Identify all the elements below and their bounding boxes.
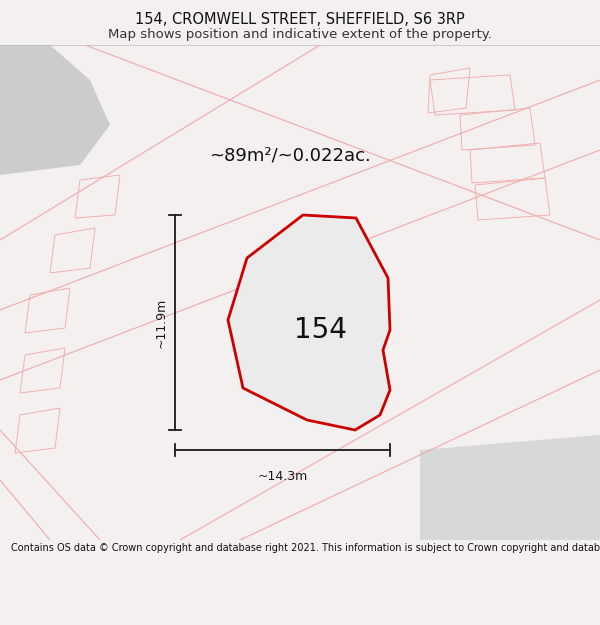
- Text: ~89m²/~0.022ac.: ~89m²/~0.022ac.: [209, 146, 371, 164]
- Polygon shape: [420, 435, 600, 540]
- Text: Contains OS data © Crown copyright and database right 2021. This information is : Contains OS data © Crown copyright and d…: [11, 543, 600, 553]
- Text: ~14.3m: ~14.3m: [257, 470, 308, 483]
- Text: 154, CROMWELL STREET, SHEFFIELD, S6 3RP: 154, CROMWELL STREET, SHEFFIELD, S6 3RP: [135, 12, 465, 27]
- Text: Map shows position and indicative extent of the property.: Map shows position and indicative extent…: [108, 28, 492, 41]
- Polygon shape: [228, 215, 390, 430]
- Polygon shape: [0, 45, 110, 175]
- Text: 154: 154: [293, 316, 346, 344]
- Text: ~11.9m: ~11.9m: [155, 298, 167, 348]
